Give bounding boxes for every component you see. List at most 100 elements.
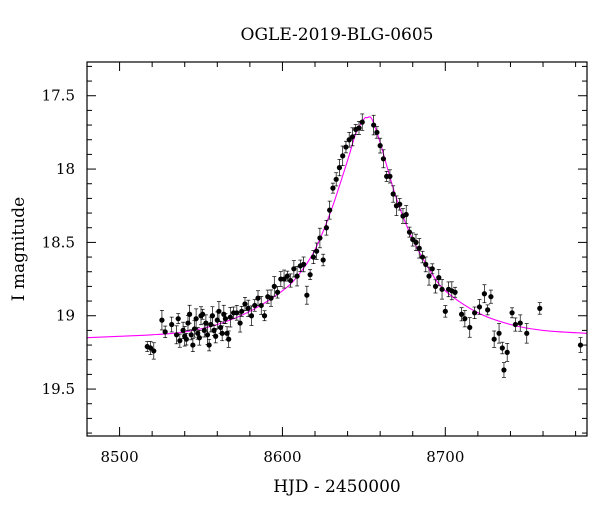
point-marker	[274, 289, 281, 295]
point-marker	[340, 153, 346, 159]
point-marker	[301, 261, 307, 267]
data-point	[436, 269, 442, 287]
x-tick-label: 8500	[100, 448, 138, 466]
data-point	[509, 307, 515, 319]
point-marker	[577, 342, 584, 348]
data-point	[524, 323, 530, 344]
data-point	[423, 256, 429, 273]
data-point	[416, 238, 422, 259]
data-point	[219, 325, 225, 342]
data-point	[216, 301, 222, 322]
data-point	[333, 172, 339, 187]
data-point	[499, 341, 505, 355]
point-marker	[387, 173, 393, 179]
point-marker	[524, 330, 530, 336]
data-point	[226, 330, 232, 348]
data-point	[248, 305, 255, 326]
point-marker	[204, 332, 211, 338]
point-marker	[209, 313, 216, 319]
point-marker	[258, 302, 264, 309]
data-point	[159, 309, 165, 331]
point-marker	[537, 305, 543, 311]
point-marker	[491, 336, 497, 342]
point-marker	[187, 311, 193, 317]
y-tick-label: 19	[56, 307, 75, 325]
point-marker	[261, 313, 268, 319]
data-point	[429, 263, 435, 275]
point-marker	[323, 225, 330, 231]
point-marker	[501, 367, 507, 373]
data-point	[268, 289, 274, 307]
data-point	[169, 316, 175, 333]
x-tick-labels: 8500 8600 8700	[100, 448, 464, 466]
point-marker	[190, 342, 196, 348]
data-point	[255, 290, 261, 306]
point-marker	[426, 273, 432, 279]
data-point	[294, 265, 300, 287]
data-point	[190, 338, 196, 353]
point-marker	[314, 248, 320, 254]
data-point	[476, 299, 483, 315]
point-marker	[227, 314, 233, 320]
data-point	[426, 266, 432, 286]
point-marker	[504, 349, 510, 355]
point-marker	[307, 272, 313, 278]
data-point	[196, 329, 202, 346]
point-marker	[439, 286, 445, 292]
point-marker	[458, 311, 465, 317]
data-point	[242, 297, 248, 311]
point-marker	[177, 338, 183, 344]
data-point	[432, 279, 439, 294]
point-marker	[333, 176, 339, 182]
point-marker	[294, 273, 300, 279]
point-marker	[429, 266, 435, 272]
data-point	[183, 333, 189, 346]
data-point	[310, 250, 316, 265]
point-marker	[287, 277, 294, 284]
data-point	[349, 127, 356, 147]
data-point	[200, 308, 206, 320]
data-point	[245, 299, 251, 317]
x-tick-label: 8600	[263, 448, 301, 466]
point-marker	[222, 316, 229, 322]
point-marker	[413, 239, 419, 245]
data-point	[577, 337, 584, 353]
data-point	[222, 313, 229, 325]
data-point	[307, 269, 313, 281]
data-point	[390, 185, 396, 203]
point-marker	[499, 345, 505, 351]
point-marker	[173, 332, 180, 338]
point-marker	[310, 254, 316, 260]
point-marker	[419, 254, 426, 260]
point-marker	[268, 295, 274, 301]
data-point	[177, 333, 183, 348]
data-point	[419, 250, 426, 264]
model-curve	[86, 116, 588, 339]
ticks-layer	[87, 62, 587, 436]
point-marker	[255, 295, 261, 301]
point-marker	[436, 275, 442, 281]
data-point	[304, 285, 310, 305]
point-marker	[193, 316, 199, 322]
point-marker	[248, 313, 255, 319]
x-tick-label: 8700	[426, 448, 464, 466]
point-marker	[442, 308, 448, 314]
data-point	[209, 306, 216, 326]
data-point	[467, 317, 473, 338]
data-point	[175, 313, 181, 325]
point-marker	[390, 191, 396, 197]
data-point	[301, 256, 307, 273]
data-point	[442, 305, 448, 318]
point-marker	[481, 291, 487, 297]
point-marker	[403, 211, 409, 218]
data-point	[327, 200, 333, 220]
data-point	[406, 226, 413, 238]
point-marker	[203, 320, 209, 326]
data-point	[206, 338, 212, 352]
point-marker	[356, 125, 362, 131]
data-point	[458, 307, 465, 322]
data-point	[287, 273, 294, 288]
point-marker	[284, 273, 290, 279]
point-marker	[462, 316, 468, 322]
